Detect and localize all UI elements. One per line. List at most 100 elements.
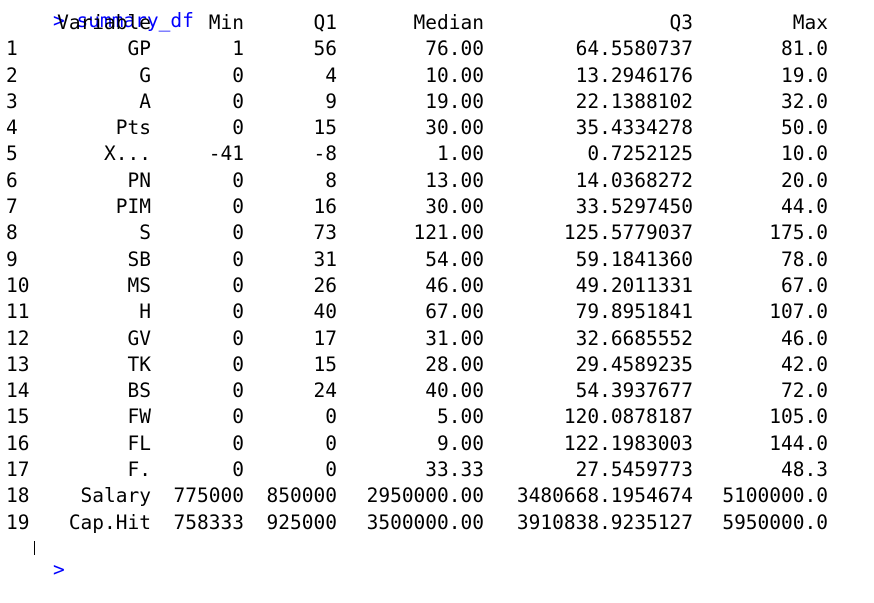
prompt-symbol: > [52, 9, 65, 32]
cell-q3: 33.5297450 [575, 195, 693, 219]
cell-max: 144.0 [769, 431, 828, 455]
cell-max: 5100000.0 [722, 484, 828, 508]
cell-q3: 64.5580737 [575, 37, 693, 61]
table-row: 6 PN 0 8 13.00 14.0368272 20.0 [0, 168, 874, 194]
cell-max: 78.0 [781, 247, 828, 271]
cell-variable: FL [127, 431, 151, 455]
cell-q1: 40 [313, 300, 337, 324]
table-row: 13 TK 0 15 28.00 29.4589235 42.0 [0, 352, 874, 378]
row-number: 14 [6, 379, 30, 403]
cell-q1: 0 [325, 431, 337, 455]
row-number: 1 [6, 37, 18, 61]
cell-median: 46.00 [425, 273, 484, 297]
cell-variable: FW [127, 405, 151, 429]
cell-max: 5950000.0 [722, 510, 828, 534]
header-q1: Q1 [313, 11, 337, 34]
cell-q3: 29.4589235 [575, 352, 693, 376]
cell-q1: 56 [313, 37, 337, 61]
cell-q1: 17 [313, 326, 337, 350]
header-max: Max [792, 11, 828, 34]
text-cursor [34, 541, 35, 555]
header-q3: Q3 [669, 11, 693, 34]
row-number: 10 [6, 273, 30, 297]
cell-q1: 0 [325, 458, 337, 482]
cell-variable: Salary [80, 484, 151, 508]
command-text: summary_df [76, 9, 194, 32]
cell-min: 1 [232, 37, 244, 61]
table-row: 12 GV 0 17 31.00 32.6685552 46.0 [0, 326, 874, 352]
cell-q1: 850000 [266, 484, 337, 508]
cell-q1: 31 [313, 247, 337, 271]
table-body: 1 GP 1 56 76.00 64.5580737 81.0 2 G 0 4 10.00 13.294… [0, 36, 874, 536]
cell-q3: 27.5459773 [575, 458, 693, 482]
row-number: 18 [6, 484, 30, 508]
cell-q3: 3480668.1954674 [516, 484, 693, 508]
row-number: 6 [6, 168, 18, 192]
cell-max: 50.0 [781, 116, 828, 140]
cell-q3: 35.4334278 [575, 116, 693, 140]
cell-median: 76.00 [425, 37, 484, 61]
cell-max: 48.3 [781, 458, 828, 482]
table-row: 7 PIM 0 16 30.00 33.5297450 44.0 [0, 194, 874, 220]
table-row: 5 X... -41 -8 1.00 0.7252125 10.0 [0, 141, 874, 167]
cell-min: 0 [232, 326, 244, 350]
cell-median: 13.00 [425, 168, 484, 192]
cell-q3: 59.1841360 [575, 247, 693, 271]
cell-median: 40.00 [425, 379, 484, 403]
cell-variable: MS [127, 273, 151, 297]
cell-min: -41 [208, 142, 244, 166]
table-row: 9 SB 0 31 54.00 59.1841360 78.0 [0, 247, 874, 273]
cell-median: 54.00 [425, 247, 484, 271]
table-row: 8 S 0 73 121.00 125.5779037 175.0 [0, 220, 874, 246]
cell-q3: 122.1983003 [563, 431, 693, 455]
table-row: 3 A 0 9 19.00 22.1388102 32.0 [0, 89, 874, 115]
cell-max: 81.0 [781, 37, 828, 61]
row-number: 2 [6, 63, 18, 87]
cell-variable: Cap.Hit [68, 510, 151, 534]
cell-median: 67.00 [425, 300, 484, 324]
cell-min: 0 [232, 273, 244, 297]
cell-variable: GV [127, 326, 151, 350]
table-row: 16 FL 0 0 9.00 122.1983003 144.0 [0, 431, 874, 457]
row-number: 15 [6, 405, 30, 429]
cell-q1: 15 [313, 352, 337, 376]
cell-q3: 32.6685552 [575, 326, 693, 350]
input-prompt[interactable]: > [6, 537, 65, 581]
cell-variable: G [139, 63, 151, 87]
cell-q3: 14.0368272 [575, 168, 693, 192]
table-row: 2 G 0 4 10.00 13.2946176 19.0 [0, 63, 874, 89]
cell-max: 72.0 [781, 379, 828, 403]
cell-min: 0 [232, 116, 244, 140]
cell-variable: BS [127, 379, 151, 403]
cell-median: 30.00 [425, 195, 484, 219]
cell-min: 758333 [173, 510, 244, 534]
cell-min: 0 [232, 247, 244, 271]
cell-q3: 125.5779037 [563, 221, 693, 245]
command-line: > summary_df [6, 0, 194, 32]
cell-variable: A [139, 89, 151, 113]
cell-min: 0 [232, 431, 244, 455]
row-number: 17 [6, 458, 30, 482]
cell-q1: -8 [313, 142, 337, 166]
cell-max: 42.0 [781, 352, 828, 376]
cell-max: 67.0 [781, 273, 828, 297]
cell-min: 0 [232, 458, 244, 482]
r-console[interactable]: > summary_df Variable Min Q1 Median Q3 M… [0, 0, 874, 581]
row-number: 12 [6, 326, 30, 350]
cell-max: 107.0 [769, 300, 828, 324]
cell-q1: 9 [325, 89, 337, 113]
cell-q3: 54.3937677 [575, 379, 693, 403]
cell-q1: 24 [313, 379, 337, 403]
cell-median: 5.00 [437, 405, 484, 429]
table-row: 15 FW 0 0 5.00 120.0878187 105.0 [0, 404, 874, 430]
cell-median: 28.00 [425, 352, 484, 376]
cell-variable: SB [127, 247, 151, 271]
cell-q1: 26 [313, 273, 337, 297]
cell-min: 0 [232, 352, 244, 376]
cell-q1: 15 [313, 116, 337, 140]
cell-q1: 8 [325, 168, 337, 192]
cell-variable: X... [104, 142, 151, 166]
cell-variable: TK [127, 352, 151, 376]
cell-q3: 0.7252125 [587, 142, 693, 166]
cell-median: 31.00 [425, 326, 484, 350]
